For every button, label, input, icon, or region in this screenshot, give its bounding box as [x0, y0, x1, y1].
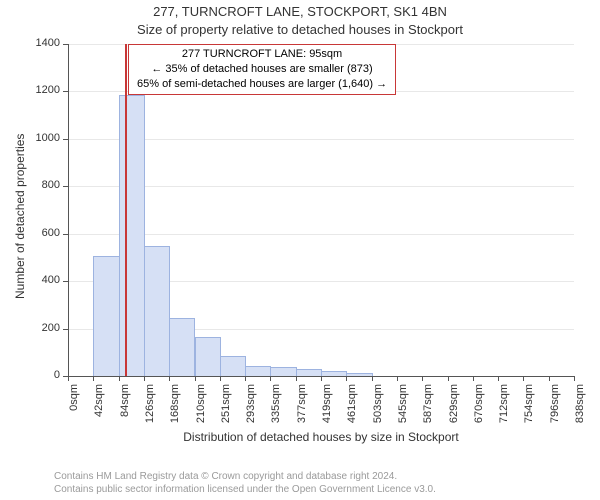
- x-tick-mark: [549, 376, 550, 381]
- annotation-line1: 277 TURNCROFT LANE: 95sqm: [137, 47, 387, 62]
- histogram-bar: [93, 256, 119, 376]
- x-axis-label: Distribution of detached houses by size …: [68, 430, 574, 444]
- x-tick-mark: [346, 376, 347, 381]
- x-tick-mark: [372, 376, 373, 381]
- x-tick-label: 670sqm: [473, 384, 485, 432]
- x-tick-mark: [119, 376, 120, 381]
- y-tick-label: 1200: [20, 84, 60, 96]
- x-tick-label: 754sqm: [523, 384, 535, 432]
- y-tick-label: 600: [20, 227, 60, 239]
- x-tick-mark: [68, 376, 69, 381]
- x-tick-label: 293sqm: [245, 384, 257, 432]
- x-tick-label: 419sqm: [321, 384, 333, 432]
- x-tick-label: 42sqm: [93, 384, 105, 432]
- annotation-box: 277 TURNCROFT LANE: 95sqm ← 35% of detac…: [128, 44, 396, 95]
- x-tick-label: 587sqm: [422, 384, 434, 432]
- y-tick-label: 200: [20, 322, 60, 334]
- x-tick-mark: [195, 376, 196, 381]
- x-tick-label: 251sqm: [220, 384, 232, 432]
- x-tick-label: 796sqm: [549, 384, 561, 432]
- chart-subtitle: Size of property relative to detached ho…: [0, 22, 600, 37]
- y-tick-label: 1000: [20, 132, 60, 144]
- y-tick-label: 800: [20, 179, 60, 191]
- footer-line2: Contains public sector information licen…: [54, 483, 436, 496]
- x-tick-mark: [448, 376, 449, 381]
- x-tick-mark: [220, 376, 221, 381]
- x-tick-label: 461sqm: [346, 384, 358, 432]
- histogram-bar: [220, 356, 246, 376]
- x-tick-label: 377sqm: [296, 384, 308, 432]
- x-tick-label: 210sqm: [195, 384, 207, 432]
- y-axis-line: [68, 44, 69, 376]
- x-tick-mark: [473, 376, 474, 381]
- x-tick-mark: [144, 376, 145, 381]
- x-tick-mark: [245, 376, 246, 381]
- x-tick-label: 712sqm: [498, 384, 510, 432]
- y-axis-label: Number of detached properties: [13, 119, 27, 299]
- x-tick-label: 545sqm: [397, 384, 409, 432]
- x-tick-mark: [422, 376, 423, 381]
- x-tick-mark: [397, 376, 398, 381]
- x-tick-label: 838sqm: [574, 384, 586, 432]
- histogram-bar: [296, 369, 322, 376]
- histogram-bar: [245, 366, 271, 376]
- histogram-bar: [195, 337, 221, 376]
- chart-container: 277, TURNCROFT LANE, STOCKPORT, SK1 4BN …: [0, 0, 600, 500]
- x-tick-label: 629sqm: [448, 384, 460, 432]
- x-tick-label: 0sqm: [68, 384, 80, 432]
- x-tick-mark: [321, 376, 322, 381]
- x-tick-mark: [270, 376, 271, 381]
- x-tick-mark: [523, 376, 524, 381]
- annotation-line3: 65% of semi-detached houses are larger (…: [137, 77, 387, 92]
- y-tick-label: 1400: [20, 37, 60, 49]
- x-tick-mark: [574, 376, 575, 381]
- property-marker-line: [125, 44, 127, 376]
- y-tick-label: 0: [20, 369, 60, 381]
- histogram-bar: [119, 95, 145, 376]
- y-tick-label: 400: [20, 274, 60, 286]
- histogram-bar: [144, 246, 170, 376]
- histogram-bar: [169, 318, 195, 376]
- chart-title: 277, TURNCROFT LANE, STOCKPORT, SK1 4BN: [0, 4, 600, 19]
- footer-line1: Contains HM Land Registry data © Crown c…: [54, 470, 436, 483]
- annotation-line2: ← 35% of detached houses are smaller (87…: [137, 62, 387, 77]
- x-tick-label: 84sqm: [119, 384, 131, 432]
- x-tick-mark: [169, 376, 170, 381]
- x-tick-label: 335sqm: [270, 384, 282, 432]
- x-tick-label: 126sqm: [144, 384, 156, 432]
- x-tick-mark: [296, 376, 297, 381]
- x-tick-label: 503sqm: [372, 384, 384, 432]
- footer-text: Contains HM Land Registry data © Crown c…: [54, 470, 436, 496]
- x-tick-mark: [93, 376, 94, 381]
- x-tick-mark: [498, 376, 499, 381]
- histogram-bar: [270, 367, 296, 376]
- x-tick-label: 168sqm: [169, 384, 181, 432]
